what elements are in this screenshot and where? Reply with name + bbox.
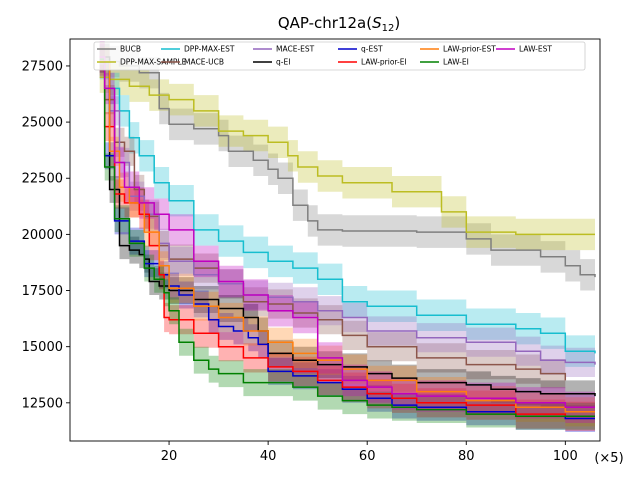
x-axis: 20 40 60 80 100 <box>161 441 578 464</box>
series-line-law-prior-ei <box>99 56 595 418</box>
y-tick-label: 20000 <box>22 228 63 243</box>
legend-label-q-ei: q-EI <box>276 58 290 67</box>
x-multiplier-label: (×5) <box>594 451 623 466</box>
band-dpp-max-sample <box>99 61 595 251</box>
legend-label-law-prior-est: LAW-prior-EST <box>443 45 496 54</box>
y-tick-label: 22500 <box>22 172 63 187</box>
legend: BUCB DPP-MAX-SAMPLE DPP-MAX-EST MACE-UCB MAC… <box>93 41 586 71</box>
series-lines <box>99 56 596 420</box>
title-math: S <box>372 14 382 32</box>
y-axis: 12500 15000 17500 20000 22500 25000 27500 <box>22 59 70 411</box>
band-q-est <box>99 43 595 432</box>
chart-title: QAP-chr12a(S12) <box>278 14 400 34</box>
series-line-law-prior-est <box>99 60 595 413</box>
series-line-mace-ucb <box>99 60 567 381</box>
title-subscript: 12 <box>382 23 395 34</box>
series-line-dpp-max-sample <box>99 76 595 236</box>
x-tick-label: 60 <box>359 449 376 464</box>
series-line-law-est <box>99 56 595 409</box>
y-tick-label: 15000 <box>22 340 63 355</box>
series-line-dpp-max-est <box>99 62 596 354</box>
legend-label-mace-est: MACE-EST <box>276 45 315 54</box>
x-tick-label: 100 <box>553 449 578 464</box>
legend-label-bucb: BUCB <box>120 45 141 54</box>
confidence-bands <box>99 41 595 432</box>
x-tick-label: 80 <box>458 449 475 464</box>
band-dpp-max-est <box>99 48 595 370</box>
legend-label-mace-ucb: MACE-UCB <box>184 58 224 67</box>
band-bucb <box>99 43 595 293</box>
title-close: ) <box>394 14 400 32</box>
y-tick-label: 27500 <box>22 59 63 74</box>
band-law-prior-ei <box>99 42 595 431</box>
x-tick-label: 20 <box>161 449 178 464</box>
y-tick-label: 12500 <box>22 396 63 411</box>
legend-label-law-est: LAW-EST <box>519 45 552 54</box>
series-line-law-ei <box>99 58 595 418</box>
legend-label-dpp-max-sample: DPP-MAX-SAMPLE <box>120 58 187 67</box>
legend-label-law-ei: LAW-EI <box>443 58 469 67</box>
legend-label-dpp-max-est: DPP-MAX-EST <box>184 45 235 54</box>
legend-label-q-est: q-EST <box>361 45 383 54</box>
x-tick-label: 40 <box>260 449 277 464</box>
legend-box <box>93 41 586 71</box>
title-main: QAP-chr12a( <box>278 14 372 32</box>
plot-frame <box>69 38 601 442</box>
band-mace-ucb <box>99 46 566 396</box>
series-line-bucb <box>99 58 596 278</box>
y-tick-label: 25000 <box>22 116 63 131</box>
band-law-prior-est <box>99 46 595 427</box>
y-tick-label: 17500 <box>22 284 63 299</box>
band-mace-est <box>99 49 595 380</box>
legend-label-law-prior-ei: LAW-prior-EI <box>361 58 407 67</box>
